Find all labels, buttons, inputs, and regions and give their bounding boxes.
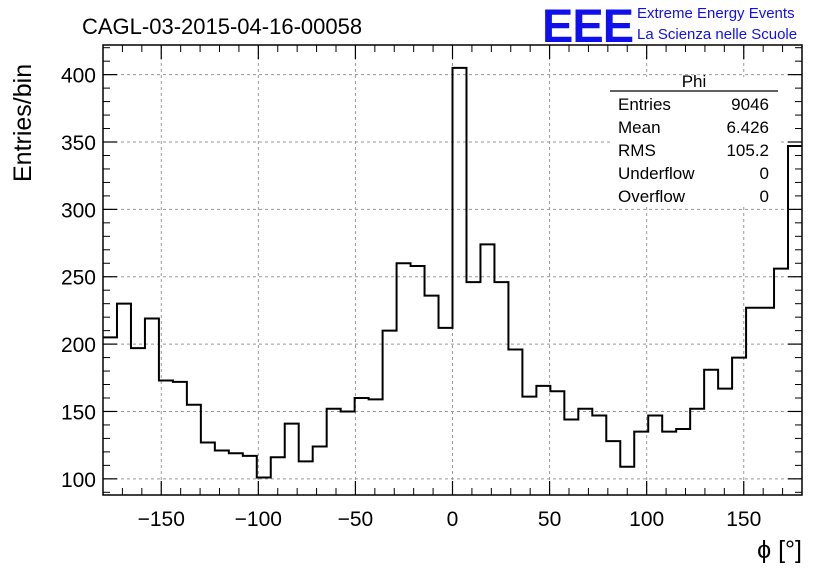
histogram-bin [466, 282, 480, 495]
stats-rows: Entries 9046 Mean 6.426 RMS 105.2 Underflow 0 Ov… [618, 95, 769, 206]
x-axis-label: ϕ [°] [757, 536, 802, 564]
x-tick-label: −50 [338, 508, 374, 531]
histogram-bin [117, 304, 131, 495]
chart-title: CAGL-03-2015-04-16-00058 [82, 14, 362, 39]
y-tick-label: 350 [61, 132, 96, 155]
x-tick-label: 150 [726, 508, 761, 531]
x-tick-label: −150 [138, 508, 185, 531]
histogram-bin [187, 405, 201, 495]
histogram-bin [453, 68, 467, 495]
histogram-bin [355, 398, 369, 495]
histogram-bin [690, 409, 704, 495]
x-tick-label: −100 [235, 508, 282, 531]
histogram-bin [760, 308, 774, 495]
histogram-bin [229, 453, 243, 495]
stats-row-label: Underflow [618, 164, 695, 183]
axis-ticks [103, 45, 802, 495]
x-tick-label: 100 [629, 508, 664, 531]
y-tick-label: 100 [61, 469, 96, 492]
histogram-bin [215, 451, 229, 495]
histogram-bin [201, 442, 215, 495]
histogram-bin [606, 441, 620, 495]
histogram-bin [299, 461, 313, 495]
histogram-bin [397, 263, 411, 495]
stats-row-value: 6.426 [726, 118, 769, 137]
x-tick-label: 0 [447, 508, 459, 531]
y-axis-label: Entries/bin [9, 64, 37, 182]
histogram-bin [788, 146, 802, 495]
stats-row-value: 105.2 [726, 141, 769, 160]
histogram-bin [662, 432, 676, 495]
histogram-bin [103, 337, 117, 495]
histogram-bin [550, 391, 564, 495]
histogram-bin [746, 308, 760, 495]
histogram-bin [327, 409, 341, 495]
histogram-bin [480, 244, 494, 495]
stats-box: Phi Entries 9046 Mean 6.426 RMS 105.2 Underflo… [610, 72, 778, 206]
histogram-bin [243, 456, 257, 495]
histogram-bin [425, 296, 439, 495]
y-tick-label: 400 [61, 65, 96, 88]
histogram-outline [103, 66, 802, 479]
histogram-bin [313, 446, 327, 495]
histogram-bin [383, 331, 397, 495]
stats-row-value: 0 [760, 164, 769, 183]
histogram-bin [732, 358, 746, 495]
x-tick-labels: −150 −100 −50 0 50 100 150 [138, 508, 762, 531]
y-tick-label: 200 [61, 334, 96, 357]
histogram-bin [676, 429, 690, 495]
histogram-bin [411, 266, 425, 495]
stats-row-value: 9046 [731, 95, 769, 114]
y-tick-label: 150 [61, 401, 96, 424]
histogram-bin [369, 399, 383, 495]
histogram-bin [648, 416, 662, 495]
x-tick-label: 50 [538, 508, 561, 531]
histogram-bin [774, 269, 788, 495]
eee-logo: EEE [542, 0, 633, 52]
brand-line-1: Extreme Energy Events [637, 5, 795, 22]
stats-row-label: Overflow [618, 187, 686, 206]
y-tick-labels: 100 150 200 250 300 350 400 [61, 65, 96, 492]
stats-box-background [610, 77, 778, 205]
histogram-bin [145, 319, 159, 495]
histogram-bin [592, 416, 606, 495]
stats-box-title: Phi [682, 72, 707, 91]
brand-line-2: La Scienza nelle Scuole [637, 26, 797, 43]
stats-row-label: Mean [618, 118, 661, 137]
stats-row-value: 0 [760, 187, 769, 206]
histogram-bin [718, 389, 732, 495]
histogram-bin [508, 349, 522, 495]
stats-row-label: Entries [618, 95, 671, 114]
stats-row-label: RMS [618, 141, 656, 160]
histogram-bin [494, 282, 508, 495]
histogram-bin [341, 411, 355, 495]
y-tick-label: 250 [61, 267, 96, 290]
histogram-bin [131, 348, 145, 495]
histogram-bin [704, 370, 718, 495]
y-tick-label: 300 [61, 199, 96, 222]
histogram-bin [564, 420, 578, 495]
histogram-bin [285, 424, 299, 495]
histogram-bin [578, 409, 592, 495]
histogram-bin [173, 382, 187, 495]
